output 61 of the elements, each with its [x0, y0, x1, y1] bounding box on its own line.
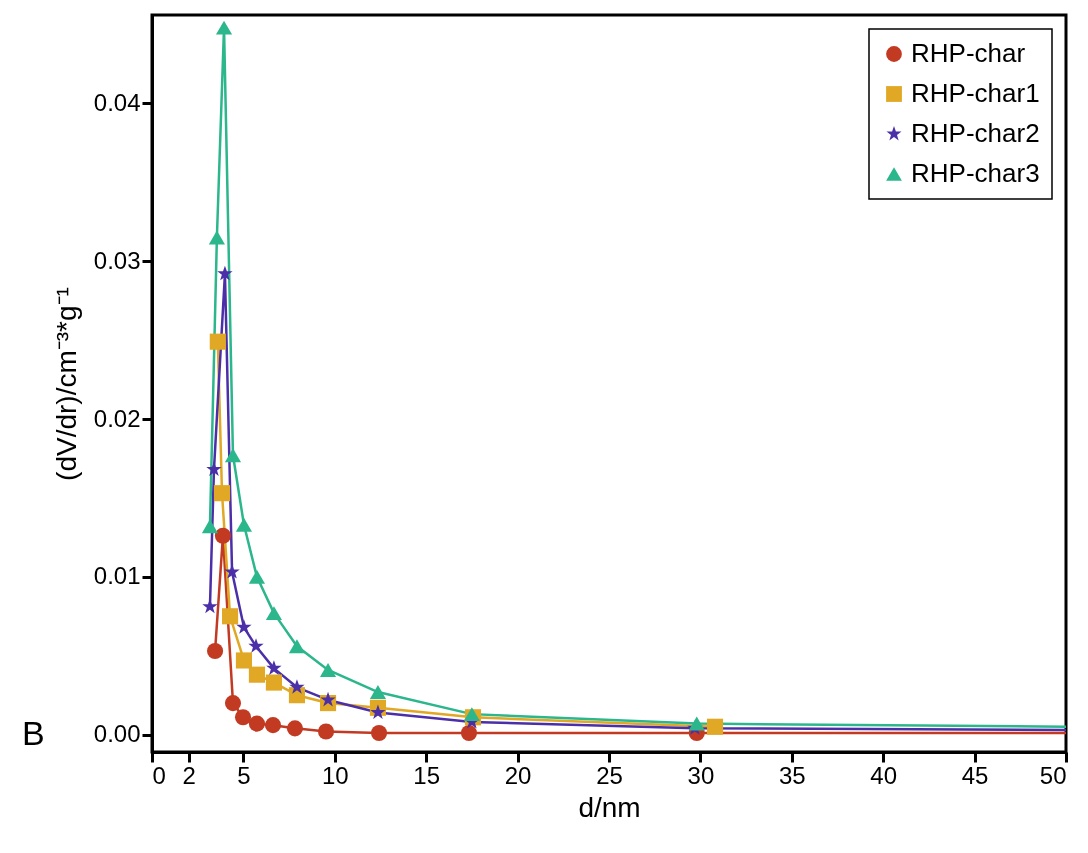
- legend-label: RHP-char: [911, 38, 1026, 68]
- point: [248, 638, 264, 653]
- x-tick-label: 45: [961, 761, 989, 789]
- point: [217, 265, 233, 281]
- point: [207, 642, 224, 660]
- legend-label: RHP-char1: [911, 78, 1040, 108]
- point: [224, 448, 242, 463]
- point: [236, 619, 252, 634]
- x-tick-label: 0: [152, 761, 166, 789]
- legend-label: RHP-char3: [911, 158, 1040, 188]
- point: [209, 333, 226, 350]
- point: [264, 717, 282, 734]
- point: [288, 639, 306, 654]
- x-axis-title: d/nm: [578, 791, 641, 823]
- point: [286, 720, 304, 737]
- point: [369, 685, 386, 700]
- point: [317, 723, 335, 740]
- x-tick-label: 15: [413, 761, 441, 789]
- x-tick-label: 2: [182, 761, 196, 789]
- y-tick-label: 0.04: [93, 88, 141, 116]
- point: [214, 527, 231, 544]
- point: [248, 569, 265, 584]
- point: [234, 709, 252, 726]
- point: [265, 606, 282, 621]
- x-tick-label: 30: [687, 761, 715, 789]
- y-tick-label: 0.00: [93, 720, 141, 748]
- text: B: [22, 713, 45, 752]
- point: [320, 691, 336, 707]
- point: [201, 519, 219, 534]
- x-tick-label: 50: [1039, 761, 1067, 789]
- x-tick-label: 10: [321, 761, 349, 789]
- point: [248, 715, 265, 732]
- point: [460, 725, 478, 742]
- point: [706, 718, 724, 735]
- point: [206, 461, 222, 477]
- x-tick-label: 35: [778, 761, 806, 789]
- point: [235, 652, 253, 669]
- point: [224, 695, 242, 712]
- legend-label: RHP-char2: [911, 118, 1040, 148]
- x-tick-label: 40: [870, 761, 898, 789]
- point: [319, 662, 337, 677]
- point: [266, 660, 282, 675]
- point: [221, 608, 239, 625]
- point: [213, 485, 231, 502]
- point: [289, 679, 305, 694]
- point: [215, 20, 233, 35]
- point: [370, 725, 388, 742]
- point: [208, 230, 225, 245]
- point: [463, 707, 480, 722]
- x-tick-label: 5: [237, 761, 251, 789]
- y-axis-title: (dV/dr)/cm⁻³*g⁻¹: [50, 287, 82, 481]
- x-tick-label: 20: [504, 761, 532, 789]
- y-tick-label: 0.02: [93, 404, 141, 432]
- y-tick-label: 0.01: [93, 562, 141, 590]
- point: [248, 666, 265, 683]
- point: [265, 674, 282, 691]
- y-tick-label: 0.03: [93, 246, 141, 274]
- point: [688, 716, 705, 731]
- x-tick-label: 25: [596, 761, 623, 789]
- point: [235, 517, 253, 532]
- point: [370, 704, 386, 720]
